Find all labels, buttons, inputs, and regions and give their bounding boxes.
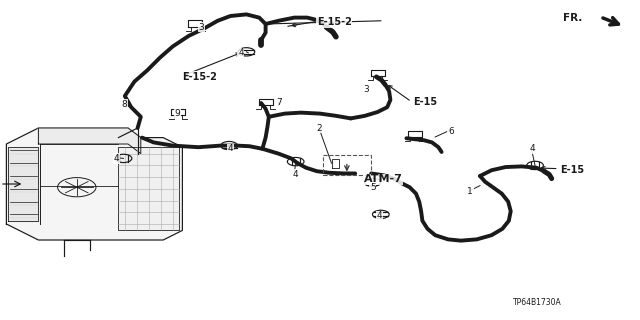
Text: 7: 7: [276, 98, 282, 107]
Text: 4: 4: [228, 144, 234, 153]
Text: 6: 6: [448, 127, 454, 136]
Text: 4: 4: [530, 144, 536, 153]
Text: 4: 4: [238, 48, 244, 57]
Text: 5: 5: [370, 183, 376, 192]
Text: 3: 3: [363, 85, 369, 94]
Polygon shape: [8, 147, 38, 221]
Text: ATM-7: ATM-7: [364, 174, 403, 184]
Bar: [118, 147, 179, 230]
Text: 8: 8: [122, 100, 127, 108]
Text: E-15: E-15: [560, 164, 584, 175]
Text: 4: 4: [292, 170, 298, 179]
Text: TP64B1730A: TP64B1730A: [513, 298, 562, 307]
Text: E-15-2: E-15-2: [182, 72, 217, 82]
Text: E-15-2: E-15-2: [317, 17, 351, 28]
Polygon shape: [6, 128, 182, 240]
Text: 2: 2: [317, 124, 323, 132]
Polygon shape: [38, 128, 141, 154]
Text: 1: 1: [467, 188, 473, 196]
Text: FR.: FR.: [563, 12, 582, 23]
Text: 3: 3: [198, 23, 204, 32]
Text: 4: 4: [376, 212, 382, 220]
Text: E-15: E-15: [413, 97, 437, 108]
Text: 9: 9: [175, 109, 180, 118]
Text: 4: 4: [114, 154, 120, 163]
